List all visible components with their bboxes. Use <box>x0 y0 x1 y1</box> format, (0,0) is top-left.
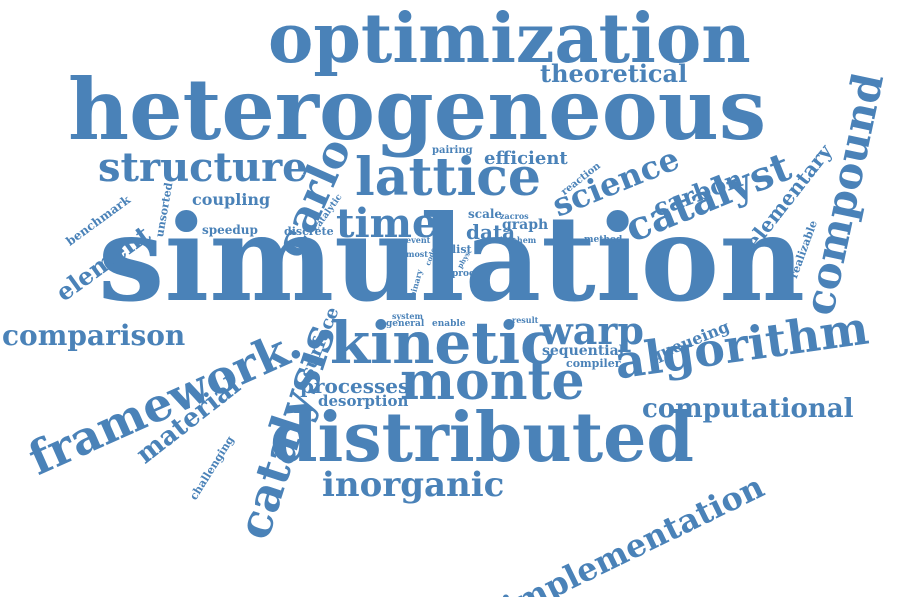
word-compound: compound <box>794 68 894 320</box>
word-enable: enable <box>432 319 466 329</box>
word-system: system <box>392 311 423 321</box>
word-method: method <box>584 235 623 245</box>
word-distributed: distributed <box>270 398 694 478</box>
word-implementation: implementation <box>496 467 770 597</box>
word-pairing: pairing <box>432 145 473 156</box>
word-warp: warp <box>540 308 644 353</box>
word-event: event <box>406 235 431 245</box>
word-challenging: challenging <box>187 433 237 503</box>
word-processes: processes <box>300 374 410 398</box>
word-optimization: optimization <box>268 0 751 79</box>
word-time: time <box>336 200 438 247</box>
word-desorption: desorption <box>318 392 409 410</box>
word-sequential: sequential <box>542 343 625 359</box>
word-monte: monte <box>400 351 585 412</box>
word-general: general <box>386 319 425 329</box>
word-coupling: coupling <box>192 190 271 209</box>
word-structure: structure <box>98 144 308 191</box>
word-heterogeneous: heterogeneous <box>68 60 767 159</box>
word-proc: proc <box>452 269 475 279</box>
word-list: list <box>452 243 472 256</box>
word-zacros: zacros <box>500 211 529 221</box>
word-result: result <box>512 315 539 325</box>
word-computational: computational <box>642 394 854 424</box>
word-graph: graph <box>502 217 549 233</box>
word-inorganic: inorganic <box>322 465 505 505</box>
word-discrete: discrete <box>284 225 334 238</box>
word-chem: chem <box>512 235 537 245</box>
word-lattice: lattice <box>355 147 541 208</box>
word-theoretical: theoretical <box>540 59 688 88</box>
word-compiler: compiler <box>566 357 621 370</box>
word-comparison: comparison <box>2 319 186 352</box>
word-simulation: simulation <box>98 189 806 328</box>
word-kinetic: kinetic <box>330 309 556 377</box>
word-most: most <box>406 249 428 259</box>
word-efficient: efficient <box>484 148 568 169</box>
word-speedup: speedup <box>202 223 258 237</box>
word-scale: scale <box>468 207 503 221</box>
word-data: data <box>466 220 516 244</box>
